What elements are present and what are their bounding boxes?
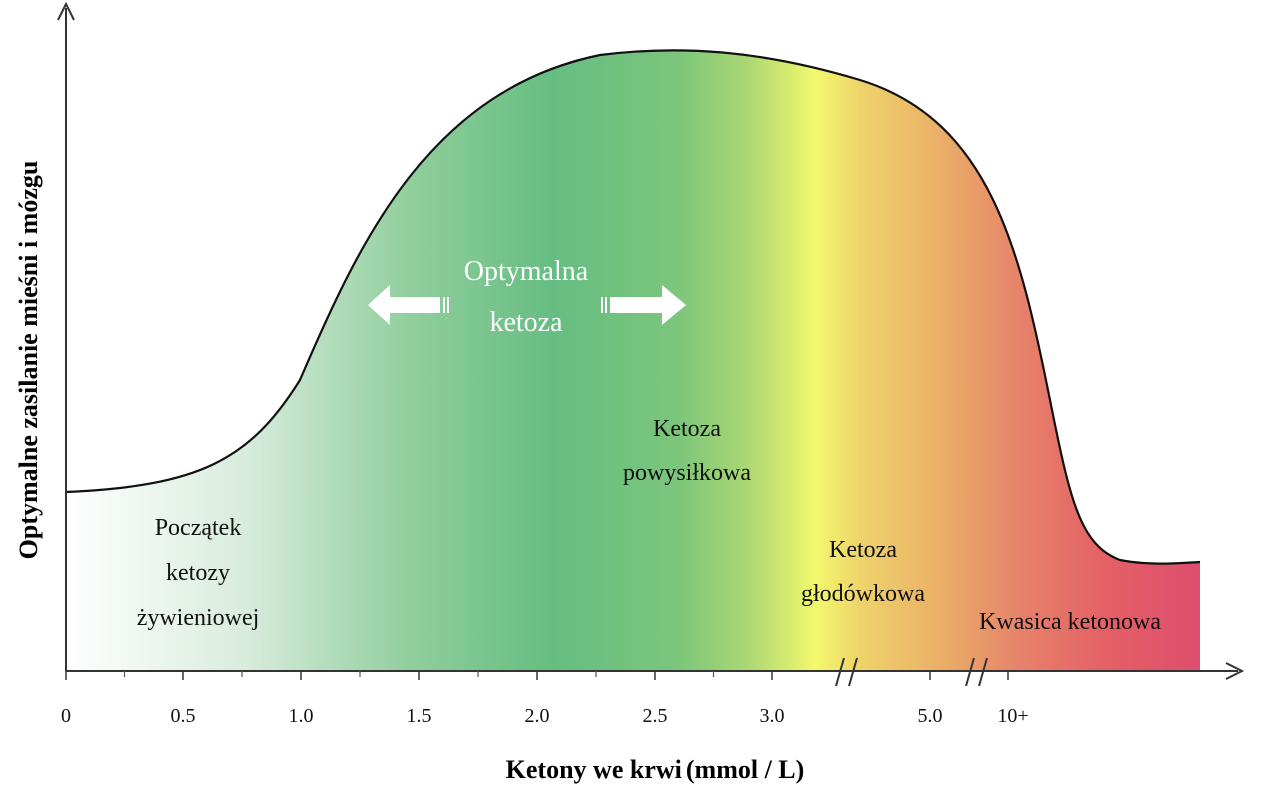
axis-break-1	[835, 657, 858, 687]
zone-label-starvation-line1: Ketoza	[829, 537, 897, 563]
x-tick-label: 1.0	[289, 705, 314, 727]
x-tick-label: 1.5	[407, 705, 432, 727]
x-axis-title: Ketony we krwi (mmol / L)	[506, 755, 805, 784]
axis-break-2	[965, 657, 988, 687]
x-axis-paren-open: (	[686, 755, 695, 784]
x-tick-label: 0	[61, 705, 71, 727]
zone-label-exercise-line2: powysiłkowa	[623, 460, 751, 486]
right-arrow	[601, 285, 686, 325]
x-axis-title-main: Ketony we krwi	[506, 755, 682, 784]
zone-label-optimal-line1: Optymalna	[464, 256, 589, 287]
x-tick-label: 5.0	[918, 705, 943, 727]
zone-label-exercise-line1: Ketoza	[653, 416, 721, 442]
x-tick-label: 3.0	[760, 705, 785, 727]
x-tick-label: 0.5	[171, 705, 196, 727]
zone-label-start-line3: żywieniowej	[137, 605, 260, 631]
x-tick-label: 2.0	[525, 705, 550, 727]
x-axis-arrowhead	[1225, 662, 1245, 680]
x-axis-paren-close: )	[796, 755, 805, 784]
zone-label-start-line2: ketozy	[166, 560, 230, 586]
zone-label-optimal-line2: ketoza	[489, 307, 563, 338]
zone-label-start-line1: Początek	[155, 515, 242, 541]
x-axis-minor-ticks	[123, 671, 715, 677]
optimal-ketosis-curve-line	[65, 49, 1201, 565]
optimal-ketosis-curve-area	[66, 50, 1200, 672]
x-axis-title-unit: mmol / L	[695, 755, 796, 784]
y-axis-arrowhead	[57, 1, 75, 21]
y-axis-title: Optymalne zasilanie mieśni i mózgu	[14, 161, 43, 560]
x-axis-ticks: 0 0.5 1.0 1.5 2.0 2.5 3.0 5.0 10+	[61, 671, 1029, 727]
zone-label-starvation-line2: głodówkowa	[801, 581, 925, 607]
x-tick-label: 10+	[997, 705, 1028, 727]
zone-label-ketoacidosis: Kwasica ketonowa	[979, 609, 1161, 635]
x-tick-label: 2.5	[643, 705, 668, 727]
left-arrow	[368, 285, 449, 325]
